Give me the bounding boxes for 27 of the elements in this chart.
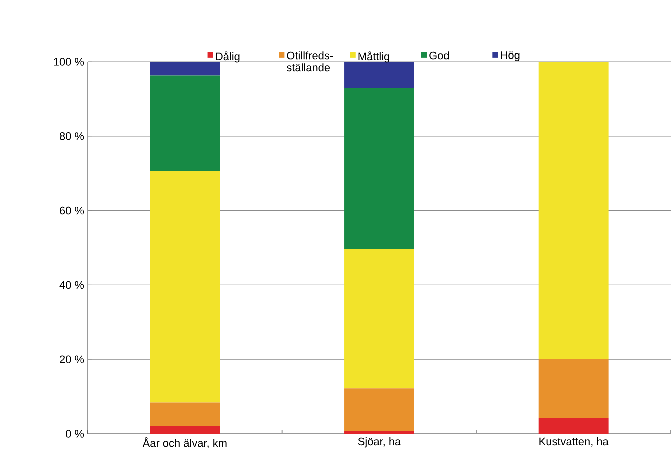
legend-label: Otillfreds-ställande [286, 52, 334, 72]
bar [150, 402, 220, 426]
bar [344, 431, 414, 434]
legend-label: Måttlig [358, 52, 390, 63]
bar [538, 62, 609, 360]
bar [150, 171, 220, 403]
x-tick-label: Åar och älvar, km [142, 438, 227, 448]
y-tick-label: 100 % [54, 58, 84, 66]
x-tick-label: Sjöar, ha [358, 438, 402, 448]
bar [344, 88, 414, 250]
bar [344, 249, 414, 389]
y-tick-label: 0 % [66, 430, 84, 438]
bar [150, 62, 220, 76]
y-tick-label: 20 % [60, 356, 84, 364]
bar [538, 359, 609, 418]
bar [150, 76, 220, 172]
x-tick-label: Kustvatten, ha [540, 438, 609, 447]
bar [538, 418, 609, 434]
y-tick-label: 40 % [60, 281, 84, 290]
bar [344, 62, 414, 88]
bar [150, 426, 220, 434]
legend-label: Dålig [216, 52, 240, 63]
legend-label: God [430, 52, 450, 60]
bar [344, 388, 414, 432]
legend-label: Hög [501, 52, 520, 62]
y-tick-label: 60 % [60, 206, 84, 215]
y-tick-label: 80 % [60, 132, 84, 140]
